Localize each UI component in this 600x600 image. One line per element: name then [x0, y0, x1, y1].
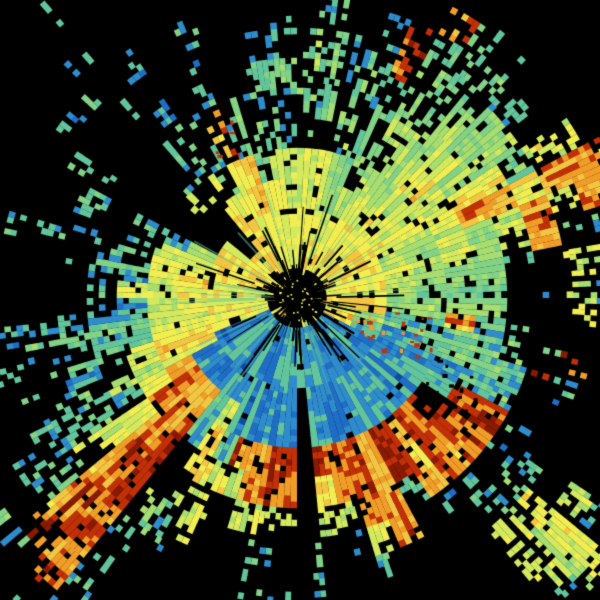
- radar-canvas: [0, 0, 600, 600]
- radar-ppi-view: [0, 0, 600, 600]
